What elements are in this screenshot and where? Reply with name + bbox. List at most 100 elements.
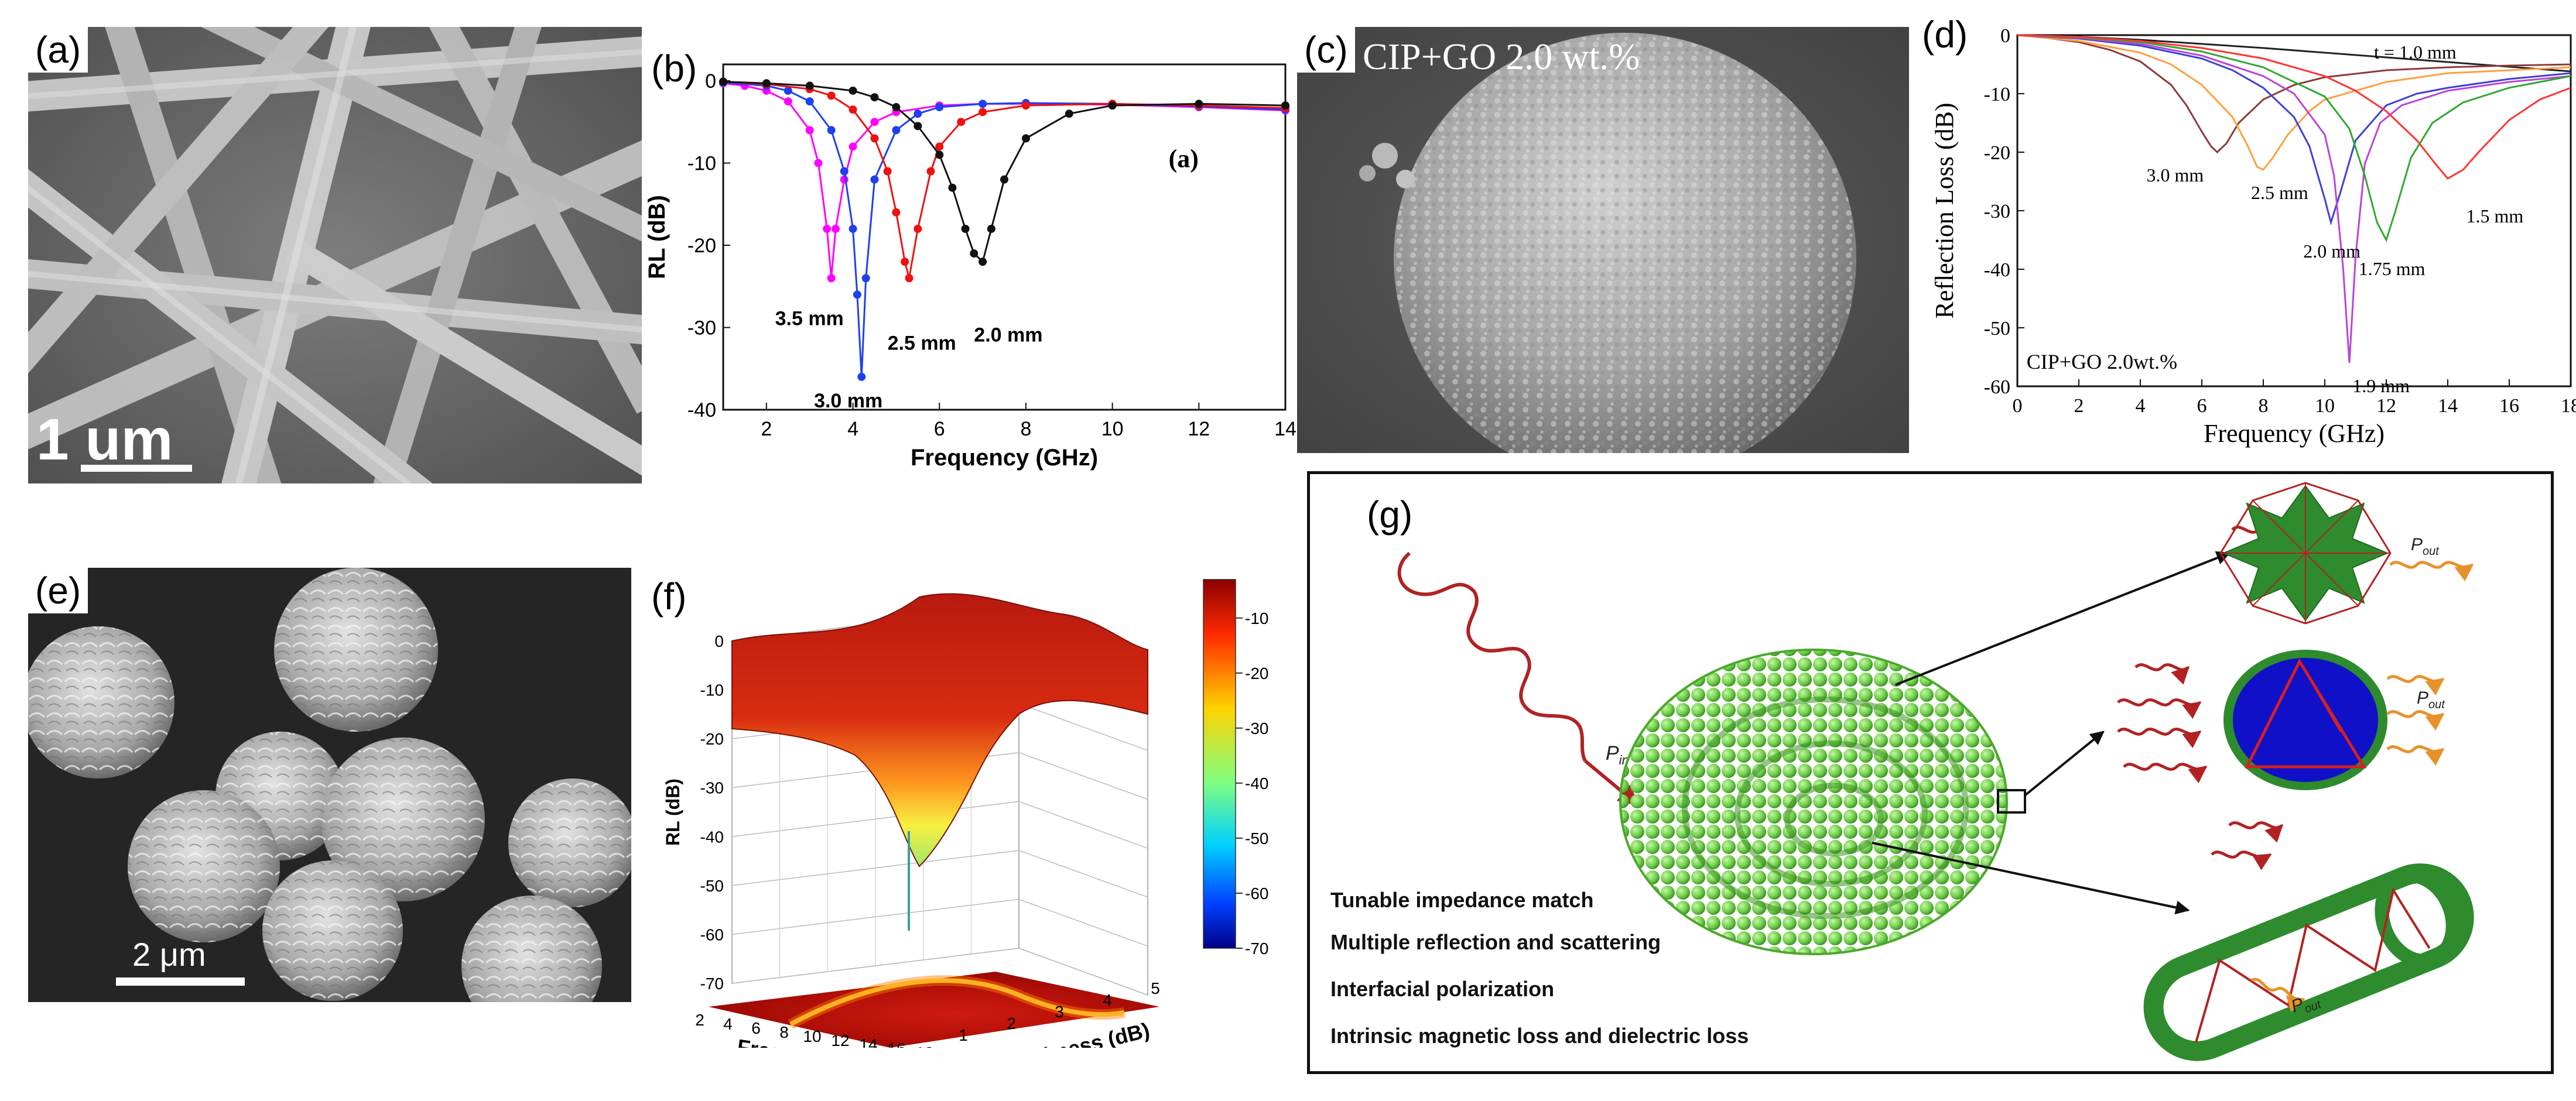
- colorbar-tick-label: -70: [1245, 939, 1268, 958]
- colorbar: [1203, 579, 1236, 949]
- x-tick-label: 8: [2259, 395, 2269, 417]
- x-tick-label: 18: [915, 1044, 933, 1048]
- series-point: [883, 167, 892, 176]
- series-point: [914, 224, 922, 233]
- curve-annotation: 1.5 mm: [2466, 205, 2524, 227]
- x-tick-label: 0: [2013, 395, 2023, 417]
- scale-bar-line: [116, 977, 245, 986]
- series-point: [935, 103, 944, 112]
- x-tick-label: 2: [695, 1011, 704, 1029]
- y-tick-label: 0: [2000, 25, 2010, 47]
- panel-e-sem-image: 2 μm (e): [28, 568, 631, 1002]
- y-axis-label: Reflection Loss (dB): [1930, 102, 1959, 318]
- series-point: [901, 258, 909, 266]
- curve-annotation: 1.9 mm: [2352, 375, 2410, 396]
- z-tick-label: -50: [700, 877, 724, 895]
- x-tick-label: 4: [2136, 395, 2146, 417]
- z-tick-label: 0: [714, 632, 724, 650]
- colorbar-tick-label: -50: [1245, 829, 1268, 848]
- colorbar-tick-label: -10: [1245, 609, 1268, 627]
- rl-surface: [731, 593, 1148, 867]
- series-point: [914, 109, 922, 118]
- x-tick-label: 14: [1274, 418, 1296, 440]
- series-point: [849, 142, 857, 151]
- x-tick-label: 14: [859, 1035, 877, 1048]
- curve-annotation: 2.5 mm: [888, 332, 956, 355]
- z-grid-line: [1018, 948, 1148, 996]
- scale-bar-label: 2 μm: [132, 936, 206, 973]
- arrow-to-sphere: [2024, 730, 2105, 796]
- z-tick-label: -60: [700, 925, 724, 944]
- x-tick-label: 2: [2074, 395, 2084, 417]
- series-point: [870, 118, 879, 126]
- panel-a-label: (a): [28, 27, 88, 73]
- sphere-particle-inset: Pout: [2117, 650, 2445, 790]
- nanofiber-sem-texture: [28, 27, 642, 483]
- curve-annotation: 2.5 mm: [2251, 182, 2308, 203]
- series-point: [762, 79, 771, 88]
- scale-bar-line: [81, 465, 192, 472]
- series-point: [805, 81, 814, 90]
- sphere-sem-texture: [1297, 27, 1909, 453]
- series-point: [926, 167, 935, 176]
- series-point: [935, 150, 944, 159]
- y-tick-label: 4: [1103, 991, 1112, 1009]
- star-particle-inset: Pout: [2219, 482, 2474, 625]
- p-out-label-1: Pout: [2411, 535, 2440, 558]
- y-tick-label: -20: [1984, 142, 2010, 164]
- curve-annotation: 3.0 mm: [2147, 164, 2204, 186]
- floor-min-contour: [789, 978, 1125, 1027]
- arrow-to-star: [1895, 551, 2231, 686]
- series-point: [827, 91, 836, 100]
- series-point: [892, 126, 901, 135]
- series-point: [853, 290, 861, 299]
- chart-d-svg: 0 2 4 6 8 10 12 14 16 18 0 -10 -20 -30 -40 -50 -60 Freque…: [1930, 25, 2576, 448]
- y-tick-label: -10: [1984, 84, 2010, 105]
- floor-heatmap: [709, 972, 1159, 1048]
- panel-e-label: (e): [28, 568, 88, 614]
- series-point: [957, 118, 966, 126]
- series-point: [961, 224, 970, 233]
- z-grid-line: [1018, 898, 1148, 947]
- series-point: [827, 274, 836, 283]
- series-point: [784, 86, 792, 95]
- panel-b-label: (b): [644, 46, 704, 92]
- series-line: [2017, 34, 2571, 154]
- colorbar-tick-label: -30: [1245, 719, 1268, 738]
- y-tick-label: -40: [687, 399, 716, 421]
- x-tick-label: 8: [779, 1023, 789, 1041]
- curve-annotation: 3.5 mm: [775, 307, 844, 330]
- schematic-svg: Pin Pout: [1330, 482, 2474, 1061]
- y-tick-label: -30: [687, 317, 716, 339]
- panel-g-schematic: Pin Pout: [1307, 471, 2554, 1074]
- x-tick-label: 18: [2561, 395, 2576, 417]
- colorbar-tick-label: -20: [1245, 664, 1268, 682]
- y-tick-label: -60: [1984, 376, 2010, 398]
- x-tick-label: 16: [2499, 395, 2519, 417]
- x-tick-label: 2: [761, 418, 772, 440]
- series-line: [2017, 34, 2571, 363]
- inner-panel-tag: (a): [1169, 145, 1199, 173]
- y-tick-label: 0: [705, 70, 716, 92]
- x-tick-label: 10: [1101, 418, 1124, 440]
- z-axis-label: RL (dB): [662, 778, 683, 846]
- y-tick-label: 5: [1151, 979, 1160, 997]
- series-point: [979, 100, 987, 108]
- green-bead-spiral: [1619, 649, 2008, 955]
- x-tick-label: 4: [723, 1015, 733, 1033]
- series-point: [861, 274, 870, 283]
- panel-f-label: (f): [644, 574, 694, 620]
- y-axis-label: RL (dB): [644, 195, 670, 279]
- x-tick-label: 12: [1188, 418, 1210, 440]
- series-point: [1021, 134, 1030, 143]
- series-point: [784, 97, 792, 106]
- p-out-label-2: Pout: [2417, 688, 2445, 711]
- series-point: [892, 103, 901, 112]
- colorbar-tick-label: -60: [1245, 884, 1268, 903]
- series-point: [870, 134, 879, 143]
- scale-bar-label: 1 um: [36, 407, 173, 472]
- series-point: [832, 224, 840, 233]
- inner-sample-label: CIP+GO 2.0wt.%: [2027, 350, 2177, 373]
- series-point: [987, 224, 995, 233]
